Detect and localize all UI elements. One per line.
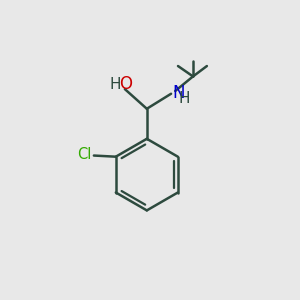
Text: O: O xyxy=(119,75,133,93)
Text: H: H xyxy=(179,91,190,106)
Text: Cl: Cl xyxy=(77,147,91,162)
Text: N: N xyxy=(172,84,185,102)
Text: H: H xyxy=(110,76,122,92)
